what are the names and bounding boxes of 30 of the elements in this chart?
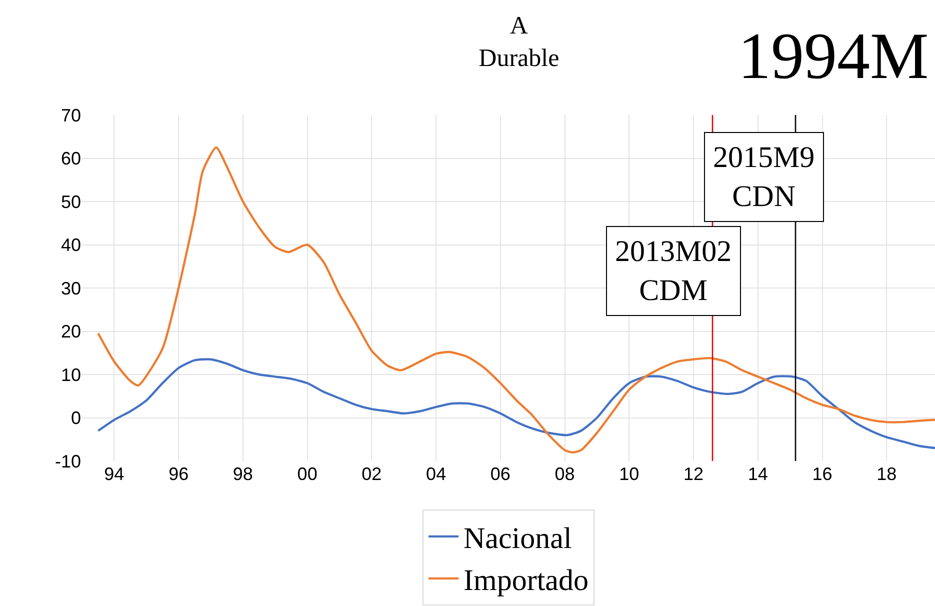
x-tick-label: 00 <box>297 464 318 484</box>
legend-label: Nacional <box>464 522 572 556</box>
x-tick-label: 12 <box>684 464 704 484</box>
text: 1994M <box>738 20 929 93</box>
legend-label: Importado <box>464 564 588 598</box>
line-series <box>97 146 935 454</box>
x-tick-label: 94 <box>104 464 124 484</box>
x-tick-label: 16 <box>812 464 832 484</box>
ref-line-label: 2013M02 CDM <box>615 235 732 307</box>
y-tick-label: 10 <box>60 364 81 385</box>
y-tick-label: 0 <box>70 408 81 428</box>
ref-line-label: 2015M9 CDN <box>713 141 815 213</box>
y-tick-label: 70 <box>60 105 81 126</box>
y-tick-label: 20 <box>60 322 81 342</box>
x-tick-label: 10 <box>619 464 640 484</box>
x-tick-label: 96 <box>168 464 189 484</box>
x-tick-label: 02 <box>362 464 382 484</box>
x-tick-label: 06 <box>490 464 510 484</box>
x-tick-label: 98 <box>232 464 253 484</box>
y-tick-label: -10 <box>54 451 81 472</box>
y-tick-label: 30 <box>60 278 81 298</box>
y-tick-label: 50 <box>60 192 81 212</box>
y-tick-label: 40 <box>60 235 81 256</box>
line-series <box>97 358 935 450</box>
x-tick-label: 18 <box>876 464 897 484</box>
y-tick-label: 60 <box>60 148 81 169</box>
chart-title: A Durable <box>478 12 560 72</box>
x-tick-label: 08 <box>554 464 575 484</box>
x-tick-label: 14 <box>748 464 768 484</box>
x-tick-label: 04 <box>426 464 446 484</box>
